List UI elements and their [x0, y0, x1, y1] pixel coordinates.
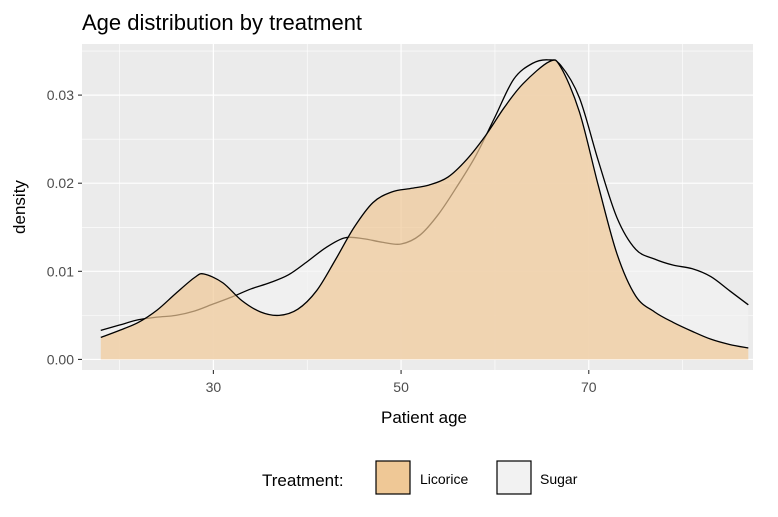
legend-key-sugar	[496, 460, 532, 495]
legend-title: Treatment:	[262, 471, 344, 490]
density-areas	[100, 59, 749, 360]
density-line-licorice	[100, 59, 749, 349]
chart-title: Age distribution by treatment	[82, 10, 362, 35]
y-axis-title: density	[10, 180, 29, 234]
y-tick-label: 0.00	[47, 351, 74, 367]
legend-key-licorice	[375, 460, 411, 495]
plot-panel	[82, 44, 753, 370]
x-tick-label: 70	[581, 379, 597, 395]
x-axis: 30 50 70	[206, 370, 597, 395]
legend-label-licorice: Licorice	[420, 471, 468, 487]
legend-label-sugar: Sugar	[540, 471, 578, 487]
x-tick-label: 50	[393, 379, 409, 395]
x-axis-title: Patient age	[381, 408, 467, 427]
y-tick-label: 0.01	[47, 263, 74, 279]
x-tick-label: 30	[206, 379, 222, 395]
density-area-licorice	[100, 59, 749, 360]
legend: Treatment: Licorice Sugar	[262, 460, 578, 495]
y-tick-label: 0.03	[47, 87, 74, 103]
y-tick-label: 0.02	[47, 175, 74, 191]
y-axis: 0.00 0.01 0.02 0.03	[47, 87, 82, 367]
